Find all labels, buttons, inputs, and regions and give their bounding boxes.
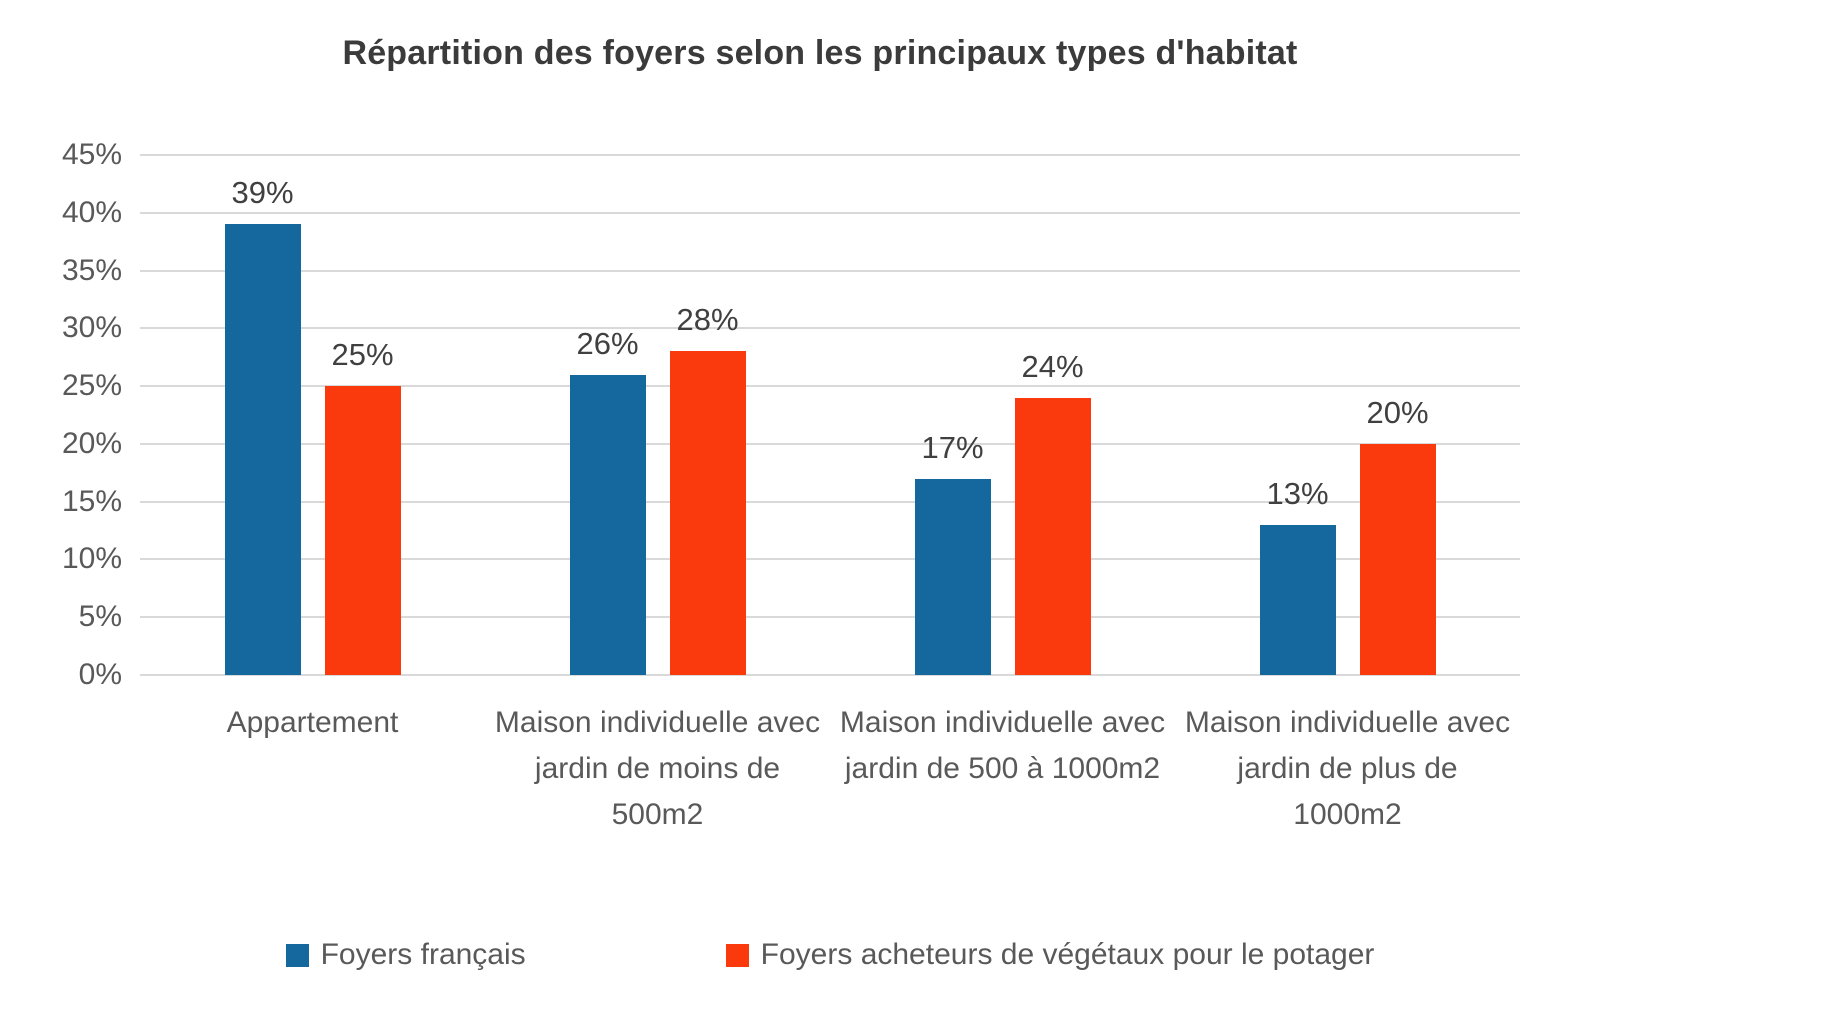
x-category-label: Maison individuelle avec jardin de 500 à… xyxy=(839,706,1166,785)
y-tick-label: 25% xyxy=(61,369,122,403)
gridline xyxy=(140,269,1520,272)
x-category-label: Appartement xyxy=(226,706,399,739)
x-axis: Appartement Maison individuelle avec jard… xyxy=(140,700,1520,838)
chart-title: Répartition des foyers selon les princip… xyxy=(342,34,1298,72)
gridline xyxy=(140,616,1520,619)
legend: Foyers français Foyers acheteurs de végét… xyxy=(140,938,1520,972)
y-tick-label: 10% xyxy=(61,542,122,576)
x-category-label: Maison individuelle avec jardin de plus … xyxy=(1184,706,1511,831)
bar-foyers-francais xyxy=(224,224,301,675)
legend-swatch-icon xyxy=(285,943,309,967)
bar-data-label: 25% xyxy=(331,337,394,373)
bar-data-label: 13% xyxy=(1266,475,1329,511)
bar-foyers-acheteurs xyxy=(1014,397,1091,675)
y-tick-label: 30% xyxy=(61,311,122,345)
gridline xyxy=(140,154,1520,156)
y-tick-label: 5% xyxy=(78,600,122,634)
bar-foyers-acheteurs xyxy=(324,386,401,675)
legend-item: Foyers acheteurs de végétaux pour le pot… xyxy=(725,938,1375,972)
bar-foyers-acheteurs xyxy=(1359,443,1436,675)
bar-group: 13% 20% xyxy=(1175,155,1520,675)
bar-data-label: 24% xyxy=(1021,348,1084,384)
bar-group: 39% 25% xyxy=(140,155,485,675)
gridline xyxy=(140,442,1520,445)
gridline xyxy=(140,500,1520,503)
bar-foyers-acheteurs xyxy=(669,351,746,675)
y-axis: 0% 5% 10% 15% 20% 25% 30% 35% 40% 45% xyxy=(0,0,122,1012)
bar-data-label: 17% xyxy=(921,429,984,465)
gridline xyxy=(140,385,1520,388)
y-tick-label: 45% xyxy=(61,138,122,171)
legend-swatch-icon xyxy=(725,943,749,967)
legend-label: Foyers acheteurs de végétaux pour le pot… xyxy=(760,938,1375,971)
y-tick-label: 35% xyxy=(61,253,122,287)
bar-group: 17% 24% xyxy=(830,155,1175,675)
y-tick-label: 15% xyxy=(61,484,122,518)
bar-foyers-francais xyxy=(569,374,646,675)
legend-label: Foyers français xyxy=(320,938,526,971)
bar-group: 26% 28% xyxy=(485,155,830,675)
y-tick-label: 20% xyxy=(61,426,122,460)
bar-data-label: 26% xyxy=(576,325,639,361)
legend-item: Foyers français xyxy=(285,938,526,972)
gridline xyxy=(140,558,1520,561)
y-tick-label: 0% xyxy=(78,658,122,691)
gridline xyxy=(140,674,1520,676)
bar-data-label: 28% xyxy=(676,302,739,338)
bar-groups: 39% 25% 26% 28% 17% 24% 13% 20% xyxy=(140,155,1520,675)
gridline xyxy=(140,327,1520,330)
gridline xyxy=(140,211,1520,214)
bar-data-label: 20% xyxy=(1366,394,1429,430)
y-tick-label: 40% xyxy=(61,195,122,229)
plot-area xyxy=(140,154,1520,676)
x-category-label: Maison individuelle avec jardin de moins… xyxy=(494,706,821,831)
bar-foyers-francais xyxy=(1259,524,1336,675)
bar-data-label: 39% xyxy=(231,175,294,211)
bar-foyers-francais xyxy=(914,478,991,675)
